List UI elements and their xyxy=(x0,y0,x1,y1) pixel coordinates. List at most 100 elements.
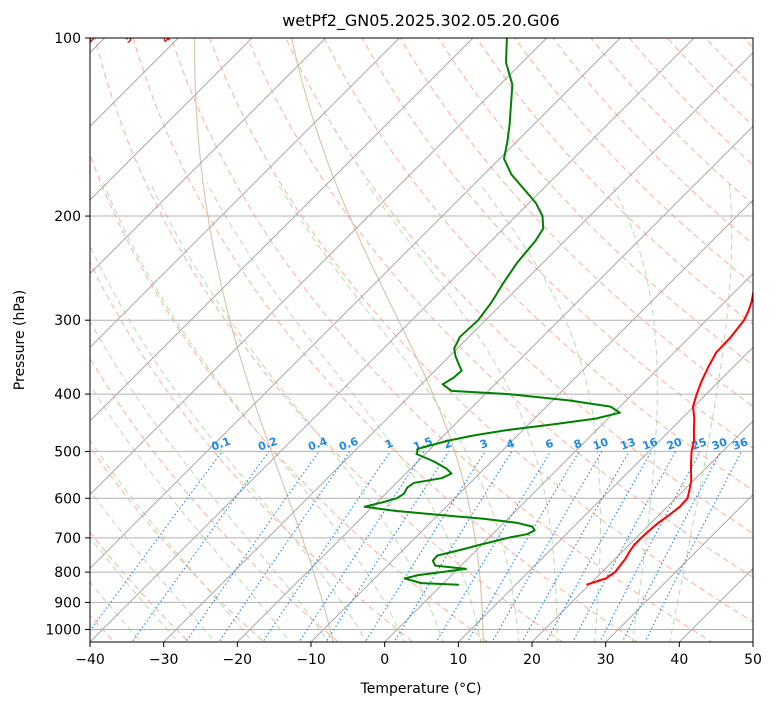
x-tick-label: 30 xyxy=(597,652,615,668)
isobars xyxy=(90,38,753,630)
mixing-ratio-line xyxy=(466,451,580,642)
moist-adiabat-line xyxy=(90,536,179,642)
dry-adiabat-label: 0 xyxy=(9,28,24,43)
isotherm-line xyxy=(678,567,753,642)
dry-adiabat-line xyxy=(285,38,753,535)
mixing-ratio-line xyxy=(185,451,320,642)
mixing-ratio-label: 0.4 xyxy=(306,435,329,454)
isotherm-line xyxy=(90,38,695,642)
isotherm-line xyxy=(310,199,753,642)
dry-adiabat-line xyxy=(247,38,753,578)
mixing-ratio-label: 16 xyxy=(641,435,660,453)
moist-adiabat-line xyxy=(103,183,406,642)
dry-adiabat-line xyxy=(755,11,775,654)
dry-adiabat-line xyxy=(208,38,753,623)
plot-frame xyxy=(89,37,754,643)
isotherm-line xyxy=(605,494,753,642)
chart-title: wetPf2_GN05.2025.302.05.20.G06 xyxy=(282,11,560,31)
isotherm-line xyxy=(90,38,179,127)
y-tick-label: 800 xyxy=(54,565,81,581)
mixing-ratio-label: 1.5 xyxy=(412,435,435,454)
mixing-ratio-line xyxy=(644,451,742,642)
x-axis: −40 −30 −20 −10 0 10 20 30 40 50 xyxy=(75,642,762,668)
dry-adiabat-line xyxy=(361,38,753,449)
isotherm-line xyxy=(90,38,327,275)
temperature-profile-line xyxy=(586,288,753,586)
x-tick-label: 50 xyxy=(744,652,762,668)
mixing-ratio-label: 2 xyxy=(442,437,454,452)
isotherm-line xyxy=(163,52,753,642)
isotherm-line xyxy=(752,641,753,642)
dry-adiabat-line xyxy=(742,38,753,49)
mixing-ratio-label: 0.6 xyxy=(337,435,360,454)
mixing-ratio-line xyxy=(325,451,450,642)
special-curves xyxy=(193,38,484,642)
mixing-ratio-line xyxy=(131,451,270,642)
isotherm-line xyxy=(236,125,753,642)
y-tick-label: 400 xyxy=(54,387,81,403)
x-tick-label: −40 xyxy=(75,652,105,668)
dry-adiabat-line xyxy=(90,261,414,642)
dry-adiabat-line xyxy=(94,38,564,642)
mixing-ratio-label: 4 xyxy=(505,437,517,452)
moist-adiabat-line xyxy=(150,182,444,642)
isotherm-line xyxy=(90,38,253,201)
mixing-ratio-label: 10 xyxy=(591,435,610,453)
mixing-ratio-label: 6 xyxy=(544,437,556,452)
special-curve xyxy=(193,38,334,642)
mixing-ratio-line xyxy=(545,451,652,642)
mixing-ratio-label: 30 xyxy=(710,435,729,453)
isotherm-line xyxy=(90,38,474,422)
dry-adiabats xyxy=(90,11,775,654)
x-tick-label: −10 xyxy=(296,652,326,668)
dry-adiabat-line xyxy=(323,38,753,492)
dry-adiabat-line xyxy=(90,153,489,642)
dry-adiabat-line xyxy=(90,446,265,642)
dry-adiabat-line xyxy=(437,38,753,366)
dry-adiabat-line xyxy=(90,357,340,642)
moist-adiabat-line xyxy=(90,244,367,642)
x-tick-label: 10 xyxy=(449,652,467,668)
isotherm-line xyxy=(531,420,753,642)
y-tick-label: 600 xyxy=(54,491,81,507)
dry-adiabat-line xyxy=(628,38,753,166)
y-tick-label: 1000 xyxy=(45,622,81,638)
y-axis: 1000 900 800 700 600 500 400 300 200 100 xyxy=(45,31,90,638)
isotherm-line xyxy=(90,38,548,496)
x-tick-label: 0 xyxy=(380,652,389,668)
mixing-ratio-line xyxy=(521,451,630,642)
dry-adiabat-line xyxy=(399,38,753,408)
y-tick-label: 500 xyxy=(54,444,81,460)
mixing-ratio-label: 36 xyxy=(731,435,750,453)
dry-adiabat-line xyxy=(666,38,753,127)
mixing-ratio-label: 20 xyxy=(665,435,684,453)
moist-adiabat-line xyxy=(90,489,216,642)
x-tick-label: −20 xyxy=(223,652,253,668)
special-curve xyxy=(291,38,484,642)
x-tick-label: −30 xyxy=(149,652,179,668)
y-tick-label: 100 xyxy=(54,31,81,47)
isotherms xyxy=(0,11,753,654)
dry-adiabat-line xyxy=(590,38,753,206)
mixing-ratio-label: 1 xyxy=(383,437,395,452)
isotherm-line xyxy=(0,11,58,654)
isotherm-line xyxy=(384,273,753,642)
mixing-ratio-line xyxy=(621,451,722,642)
mixing-ratio-line xyxy=(90,451,223,632)
moist-adiabat-line xyxy=(90,581,142,642)
dry-adiabat-line xyxy=(476,38,753,326)
dry-adiabat-label: 30 xyxy=(121,25,141,45)
mixing-ratio-label: 13 xyxy=(619,435,638,452)
y-tick-label: 200 xyxy=(54,209,81,225)
moist-adiabat-line xyxy=(277,182,520,642)
mixing-ratio-labels: 0.1 0.2 0.4 0.6 1 1.5 2 3 4 6 8 10 13 16 20 25 30 36 xyxy=(210,435,750,454)
mixing-ratio-label: 3 xyxy=(478,437,490,452)
mixing-ratio-line xyxy=(435,451,552,642)
mixing-ratio-lines xyxy=(90,451,742,642)
profiles xyxy=(363,38,753,586)
mixing-ratio-label: 0.2 xyxy=(256,435,279,454)
isotherm-line xyxy=(90,38,621,569)
y-tick-label: 700 xyxy=(54,531,81,547)
